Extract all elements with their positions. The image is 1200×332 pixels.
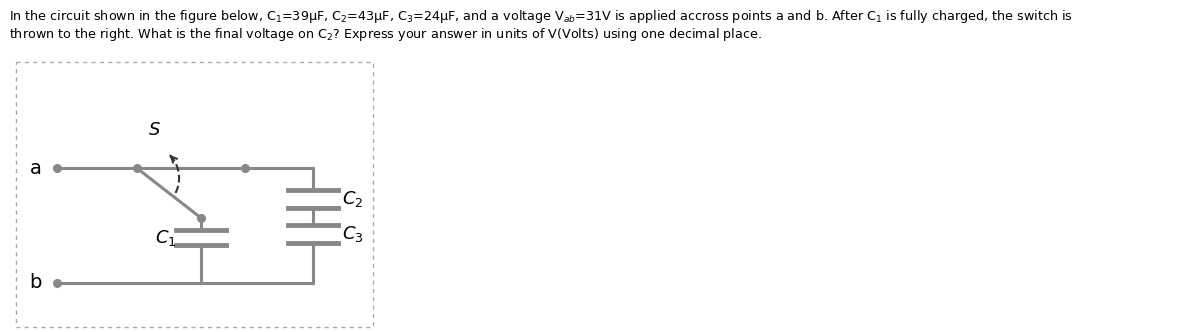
Text: $C_2$: $C_2$ [342, 189, 364, 209]
Text: a: a [30, 158, 42, 178]
Text: $C_1$: $C_1$ [155, 227, 176, 247]
Text: b: b [29, 274, 42, 292]
Text: In the circuit shown in the figure below, C$_1$=39μF, C$_2$=43μF, C$_3$=24μF, an: In the circuit shown in the figure below… [8, 8, 1073, 25]
Text: thrown to the right. What is the final voltage on C$_2$? Express your answer in : thrown to the right. What is the final v… [8, 26, 762, 43]
Text: S: S [149, 121, 160, 139]
Text: $C_3$: $C_3$ [342, 224, 364, 244]
